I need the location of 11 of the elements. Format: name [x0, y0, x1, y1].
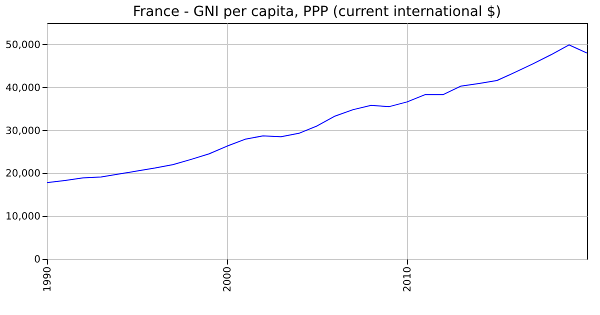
x-tick-label: 2000: [222, 266, 234, 292]
y-tick-label: 10,000: [6, 212, 40, 223]
line-series: [47, 44, 587, 184]
y-tick-label: 50,000: [6, 40, 40, 51]
y-tick-label: 20,000: [6, 168, 40, 180]
y-tick-label: 30,000: [6, 126, 40, 137]
chart-title: France - GNI per capita, PPP (current international $): [132, 4, 502, 20]
x-tick-label: 1990: [42, 266, 54, 292]
y-tick-label: 0: [34, 254, 40, 266]
y-tick-label: 40,000: [6, 82, 40, 94]
x-tick-label: 2010: [402, 266, 414, 292]
